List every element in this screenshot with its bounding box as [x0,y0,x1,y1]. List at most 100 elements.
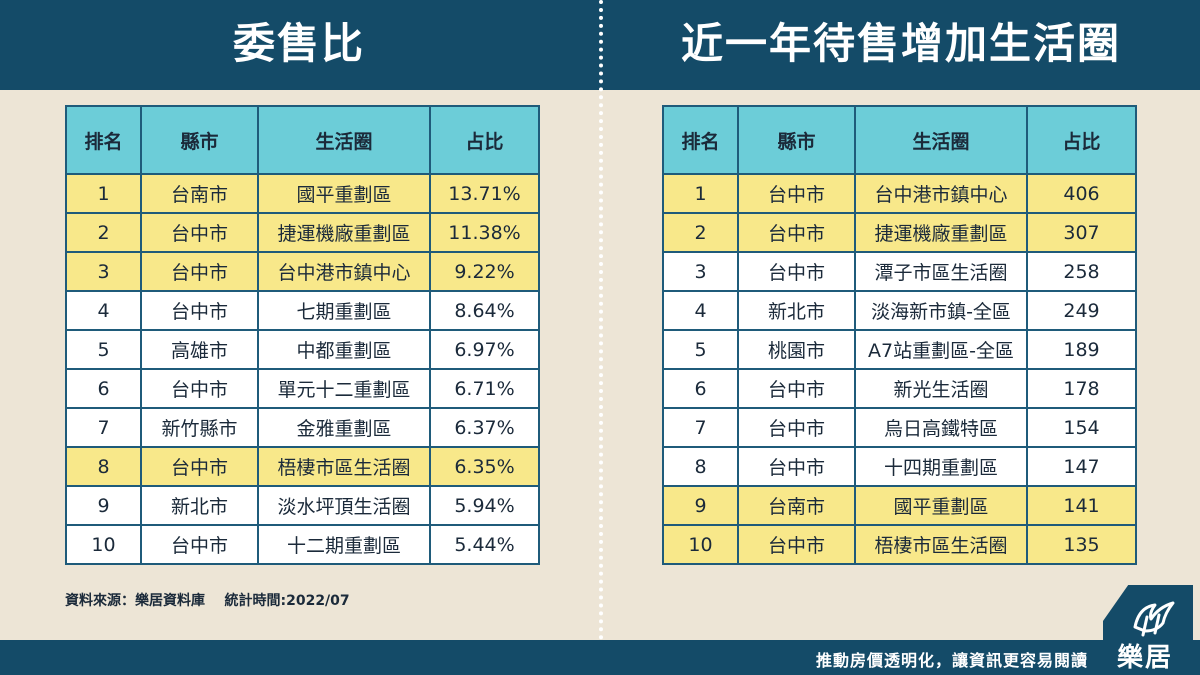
cell-rank: 2 [65,212,142,253]
cell-city: 台中市 [737,212,856,253]
header-area: 生活圈 [257,105,431,175]
cell-city: 新北市 [140,485,259,526]
cell-rank: 1 [65,173,142,214]
table-row: 10 台中市 梧棲市區生活圈 135 [662,524,1137,565]
cell-rank: 5 [662,329,739,370]
cell-share: 307 [1026,212,1137,253]
cell-rank: 4 [65,290,142,331]
cell-share: 6.37% [429,407,540,448]
consignment-ratio-table: 排名 縣市 生活圈 占比 1 台南市 國平重劃區 13.71% 2 台中市 捷運機廠重劃區 1… [65,105,540,565]
cell-rank: 8 [662,446,739,487]
cell-area: 梧棲市區生活圈 [257,446,431,487]
cell-city: 台中市 [140,290,259,331]
table-row: 10 台中市 十二期重劃區 5.44% [65,524,540,565]
cell-area: 淡海新市鎮-全區 [854,290,1028,331]
cell-city: 台南市 [140,173,259,214]
cell-area: 捷運機廠重劃區 [854,212,1028,253]
table-row: 5 高雄市 中都重劃區 6.97% [65,329,540,370]
cell-area: 台中港市鎮中心 [854,173,1028,214]
header-city: 縣市 [140,105,259,175]
cell-share: 11.38% [429,212,540,253]
table-row: 7 台中市 烏日高鐵特區 154 [662,407,1137,448]
cell-city: 桃園市 [737,329,856,370]
cell-share: 8.64% [429,290,540,331]
table-row: 3 台中市 潭子市區生活圈 258 [662,251,1137,292]
cell-rank: 6 [65,368,142,409]
cell-area: 捷運機廠重劃區 [257,212,431,253]
cell-share: 147 [1026,446,1137,487]
cell-area: 梧棲市區生活圈 [854,524,1028,565]
cell-city: 台中市 [737,368,856,409]
logo-text: 樂居 [1117,643,1174,673]
cell-rank: 7 [662,407,739,448]
cell-share: 189 [1026,329,1137,370]
cell-share: 406 [1026,173,1137,214]
cell-city: 台中市 [140,368,259,409]
cell-area: 台中港市鎮中心 [257,251,431,292]
cell-city: 台中市 [140,446,259,487]
table-row: 4 新北市 淡海新市鎮-全區 249 [662,290,1137,331]
cell-area: 十四期重劃區 [854,446,1028,487]
leju-logo: 樂居 [1103,585,1193,675]
header-rank: 排名 [662,105,739,175]
table-row: 9 新北市 淡水坪頂生活圈 5.94% [65,485,540,526]
cell-city: 台中市 [737,173,856,214]
cell-share: 141 [1026,485,1137,526]
cell-rank: 10 [65,524,142,565]
cell-share: 258 [1026,251,1137,292]
cell-share: 6.71% [429,368,540,409]
cell-city: 台南市 [737,485,856,526]
cell-share: 5.94% [429,485,540,526]
cell-area: 七期重劃區 [257,290,431,331]
table-row: 6 台中市 新光生活圈 178 [662,368,1137,409]
right-title: 近一年待售增加生活圈 [680,19,1121,68]
cell-share: 135 [1026,524,1137,565]
cell-share: 6.35% [429,446,540,487]
table-body: 1 台南市 國平重劃區 13.71% 2 台中市 捷運機廠重劃區 11.38% 3 台中市 台中港市… [65,173,540,565]
table-row: 2 台中市 捷運機廠重劃區 307 [662,212,1137,253]
cell-rank: 7 [65,407,142,448]
footer-slogan: 推動房價透明化，讓資訊更容易閱讀 [815,651,1088,670]
cell-rank: 3 [65,251,142,292]
header-city: 縣市 [737,105,856,175]
table-row: 9 台南市 國平重劃區 141 [662,485,1137,526]
cell-share: 13.71% [429,173,540,214]
cell-rank: 3 [662,251,739,292]
cell-area: 烏日高鐵特區 [854,407,1028,448]
table-row: 1 台中市 台中港市鎮中心 406 [662,173,1137,214]
table-header-row: 排名 縣市 生活圈 占比 [662,105,1137,175]
cell-rank: 5 [65,329,142,370]
footer-bar: 推動房價透明化，讓資訊更容易閱讀 [0,640,1200,675]
cell-city: 台中市 [737,407,856,448]
table-row: 8 台中市 梧棲市區生活圈 6.35% [65,446,540,487]
header-rank: 排名 [65,105,142,175]
cell-city: 新竹縣市 [140,407,259,448]
dotted-divider [599,0,603,640]
cell-rank: 10 [662,524,739,565]
cell-area: 十二期重劃區 [257,524,431,565]
cell-city: 台中市 [737,251,856,292]
cell-rank: 8 [65,446,142,487]
cell-area: 國平重劃區 [854,485,1028,526]
cell-rank: 2 [662,212,739,253]
cell-city: 台中市 [140,251,259,292]
cell-share: 5.44% [429,524,540,565]
cell-share: 154 [1026,407,1137,448]
table-row: 4 台中市 七期重劃區 8.64% [65,290,540,331]
cell-rank: 9 [662,485,739,526]
left-title: 委售比 [232,19,365,68]
cell-city: 台中市 [140,212,259,253]
cell-rank: 4 [662,290,739,331]
table-row: 5 桃園市 A7站重劃區-全區 189 [662,329,1137,370]
cell-area: 金雅重劃區 [257,407,431,448]
cell-rank: 1 [662,173,739,214]
cell-area: 單元十二重劃區 [257,368,431,409]
cell-city: 高雄市 [140,329,259,370]
cell-share: 178 [1026,368,1137,409]
inventory-increase-table: 排名 縣市 生活圈 占比 1 台中市 台中港市鎮中心 406 2 台中市 捷運機廠重劃區 30… [662,105,1137,565]
table-body: 1 台中市 台中港市鎮中心 406 2 台中市 捷運機廠重劃區 307 3 台中市 潭子市區生活圈 2… [662,173,1137,565]
table-row: 7 新竹縣市 金雅重劃區 6.37% [65,407,540,448]
cell-area: 新光生活圈 [854,368,1028,409]
table-row: 2 台中市 捷運機廠重劃區 11.38% [65,212,540,253]
cell-rank: 6 [662,368,739,409]
